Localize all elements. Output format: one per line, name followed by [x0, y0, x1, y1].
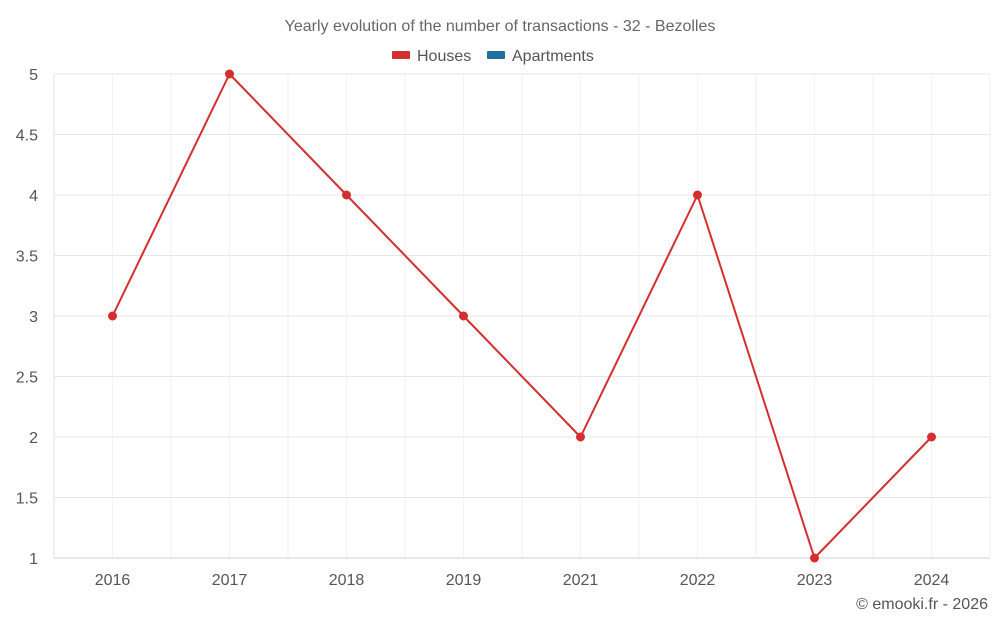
- axis-layer: 1 1.5 2 2.5 3 3.5 4 4.5 5 2016 2017 2018 2019 2021 202…: [16, 67, 990, 589]
- x-tick-label: 2023: [797, 572, 833, 589]
- x-tick-label: 2024: [914, 572, 950, 589]
- legend-apartments-swatch: [487, 51, 505, 59]
- x-tick-label: 2017: [212, 572, 248, 589]
- houses-data-point: [108, 311, 117, 321]
- y-tick-label: 5: [29, 67, 38, 84]
- legend-houses-label: Houses: [417, 48, 471, 65]
- y-tick-label: 1: [29, 551, 38, 568]
- y-tick-label: 3: [29, 309, 38, 326]
- x-tick-label: 2022: [680, 572, 716, 589]
- grid-layer: [53, 73, 991, 559]
- credit-text: © emooki.fr - 2026: [856, 596, 988, 613]
- legend: Houses Apartments: [392, 48, 594, 65]
- series-layer: [108, 69, 936, 563]
- x-tick-label: 2016: [95, 572, 131, 589]
- houses-data-point: [810, 553, 819, 563]
- houses-data-point: [927, 432, 936, 442]
- y-tick-label: 4: [29, 188, 38, 205]
- y-tick-label: 2.5: [16, 370, 38, 387]
- houses-data-point: [459, 311, 468, 321]
- legend-apartments-label: Apartments: [512, 48, 594, 65]
- y-tick-label: 2: [29, 430, 38, 447]
- x-tick-label: 2021: [563, 572, 599, 589]
- chart-title: Yearly evolution of the number of transa…: [285, 18, 716, 35]
- houses-data-point: [693, 190, 702, 200]
- houses-data-point: [576, 432, 585, 442]
- houses-data-point: [342, 190, 351, 200]
- x-tick-label: 2019: [446, 572, 482, 589]
- houses-series-line: [111, 73, 933, 559]
- y-tick-label: 1.5: [16, 491, 38, 508]
- y-tick-label: 4.5: [16, 128, 38, 145]
- houses-data-point: [225, 69, 234, 79]
- legend-houses-swatch: [392, 51, 410, 59]
- y-tick-label: 3.5: [16, 249, 38, 266]
- x-tick-label: 2018: [329, 572, 365, 589]
